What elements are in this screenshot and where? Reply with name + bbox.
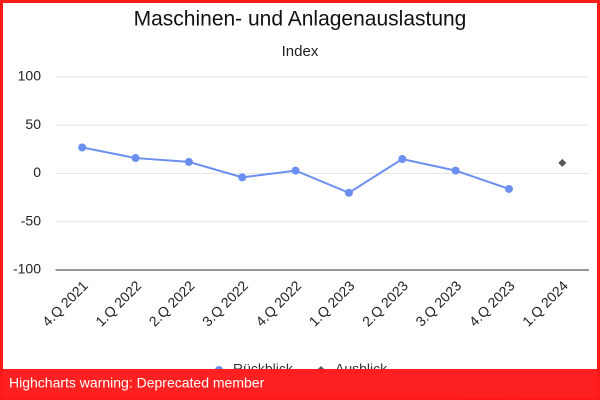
point bbox=[184, 157, 193, 166]
chart-title: Maschinen- und Anlagenauslastung bbox=[134, 8, 467, 31]
point bbox=[504, 184, 513, 193]
point bbox=[238, 173, 247, 182]
point bbox=[451, 166, 460, 175]
y-tick-label: 50 bbox=[25, 116, 41, 132]
y-tick-label: 0 bbox=[33, 164, 41, 180]
point bbox=[131, 154, 140, 163]
point bbox=[558, 158, 567, 167]
y-tick-label: 100 bbox=[18, 68, 42, 84]
y-tick-label: -100 bbox=[13, 261, 41, 277]
point bbox=[344, 188, 353, 197]
warning-bar bbox=[3, 369, 597, 397]
point bbox=[291, 166, 300, 175]
point bbox=[398, 155, 407, 164]
point bbox=[78, 143, 87, 152]
chart-subtitle: Index bbox=[282, 43, 319, 60]
y-tick-label: -50 bbox=[21, 212, 41, 228]
warning-text: Highcharts warning: Deprecated member bbox=[9, 375, 265, 391]
